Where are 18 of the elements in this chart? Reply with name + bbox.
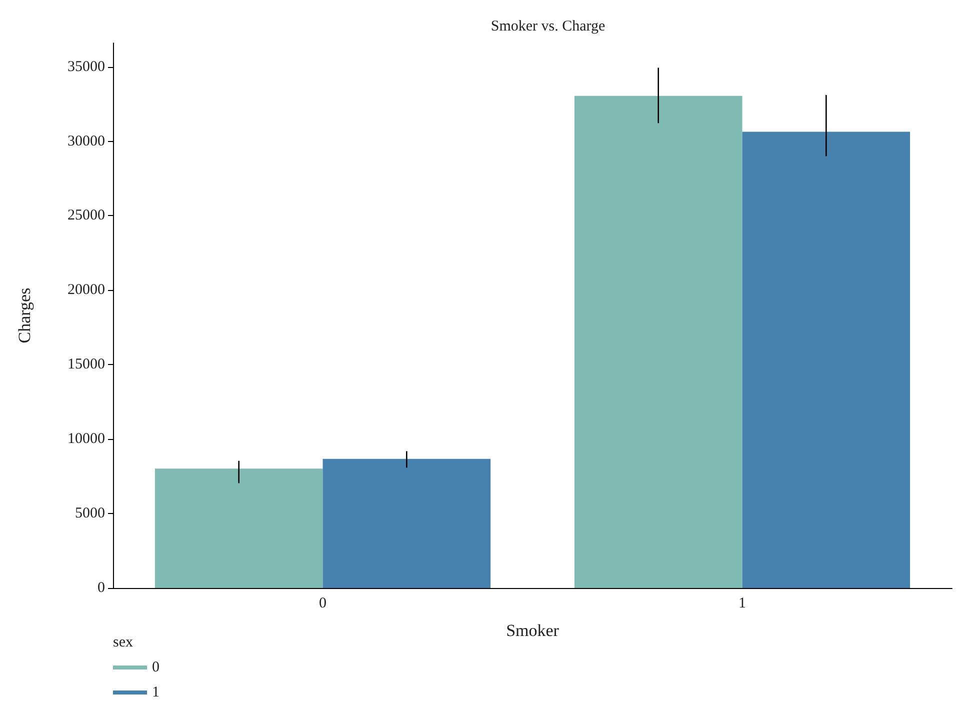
legend-title: sex bbox=[113, 634, 134, 650]
bar bbox=[574, 96, 742, 588]
y-tick-label: 20000 bbox=[68, 282, 105, 298]
bar bbox=[322, 458, 491, 588]
chart-title: Smoker vs. Charge bbox=[490, 18, 606, 34]
y-axis-title: Charges bbox=[15, 288, 34, 344]
y-tick-label: 25000 bbox=[68, 208, 105, 224]
bar bbox=[154, 468, 323, 588]
y-tick-label: 35000 bbox=[68, 58, 105, 75]
y-tick-label: 30000 bbox=[68, 133, 105, 150]
y-tick-label: 10000 bbox=[68, 431, 105, 448]
y-tick-label: 15000 bbox=[68, 356, 105, 373]
bar bbox=[742, 132, 910, 588]
x-axis-title: Smoker bbox=[506, 621, 560, 640]
legend-label: 0 bbox=[152, 660, 160, 676]
y-tick-label: 5000 bbox=[75, 506, 105, 522]
legend-label: 1 bbox=[152, 684, 160, 700]
y-tick-label: 0 bbox=[98, 580, 105, 596]
